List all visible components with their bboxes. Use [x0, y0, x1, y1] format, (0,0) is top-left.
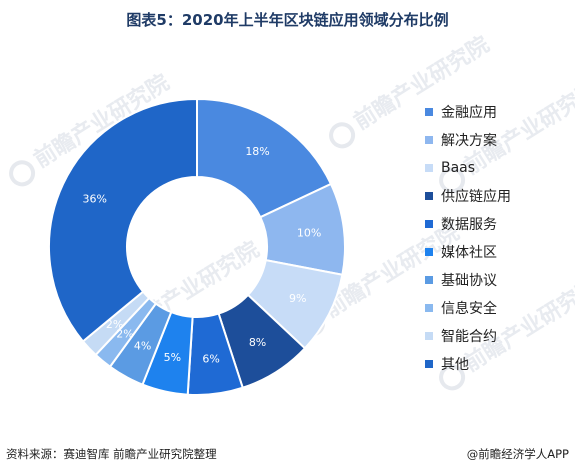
- legend-swatch: [425, 220, 433, 228]
- legend-item: 信息安全: [425, 294, 511, 322]
- slice-0: [196, 97, 333, 219]
- legend-label: Baas: [441, 160, 476, 176]
- slice-label-1: 10%: [297, 226, 321, 239]
- legend-swatch: [425, 164, 433, 172]
- legend: 金融应用解决方案 Baas 供应链应用数据服务媒体社区基础协议信息安全智能合约其他: [425, 98, 511, 378]
- legend-label: 智能合约: [441, 329, 497, 345]
- legend-swatch: [425, 360, 433, 368]
- legend-item: 数据服务: [425, 210, 511, 238]
- legend-item: 解决方案: [425, 126, 511, 154]
- legend-item: 智能合约: [425, 322, 511, 350]
- legend-item: 金融应用: [425, 98, 511, 126]
- legend-item: 供应链应用: [425, 182, 511, 210]
- slice-label-3: 8%: [249, 336, 266, 349]
- slice-labels: 18%10%9%8%6%5%4%2%2%36%: [83, 145, 322, 366]
- donut-slices: [48, 97, 346, 396]
- legend-label: 数据服务: [441, 217, 497, 233]
- legend-swatch: [425, 192, 433, 200]
- legend-item: 媒体社区: [425, 238, 511, 266]
- legend-label: 基础协议: [441, 273, 497, 289]
- legend-item: 基础协议: [425, 266, 511, 294]
- chart-title: 图表5：2020年上半年区块链应用领域分布比例: [126, 11, 449, 29]
- credit-note: @前瞻经济学人APP: [466, 447, 569, 461]
- slice-label-0: 18%: [245, 145, 269, 158]
- legend-swatch: [425, 276, 433, 284]
- source-note: 资料来源：赛迪智库 前瞻产业研究院整理: [6, 447, 217, 461]
- slice-9: [48, 97, 198, 343]
- legend-swatch: [425, 108, 433, 116]
- slice-label-6: 4%: [134, 340, 151, 353]
- legend-swatch: [425, 304, 433, 312]
- legend-swatch: [425, 332, 433, 340]
- legend-label: 金融应用: [441, 105, 497, 121]
- legend-label: 供应链应用: [441, 189, 511, 205]
- legend-swatch: [425, 136, 433, 144]
- legend-label: 其他: [441, 357, 469, 373]
- legend-item: 其他: [425, 350, 511, 378]
- legend-label: 解决方案: [441, 133, 497, 149]
- slice-label-7: 2%: [116, 328, 133, 341]
- slice-label-2: 9%: [289, 292, 306, 305]
- legend-label: 信息安全: [441, 301, 497, 317]
- legend-label: 媒体社区: [441, 245, 497, 261]
- legend-swatch: [425, 248, 433, 256]
- slice-label-9: 36%: [83, 192, 107, 205]
- slice-label-5: 5%: [164, 351, 181, 364]
- legend-item: Baas: [425, 154, 511, 182]
- slice-label-4: 6%: [202, 353, 219, 366]
- slice-label-8: 2%: [106, 318, 123, 331]
